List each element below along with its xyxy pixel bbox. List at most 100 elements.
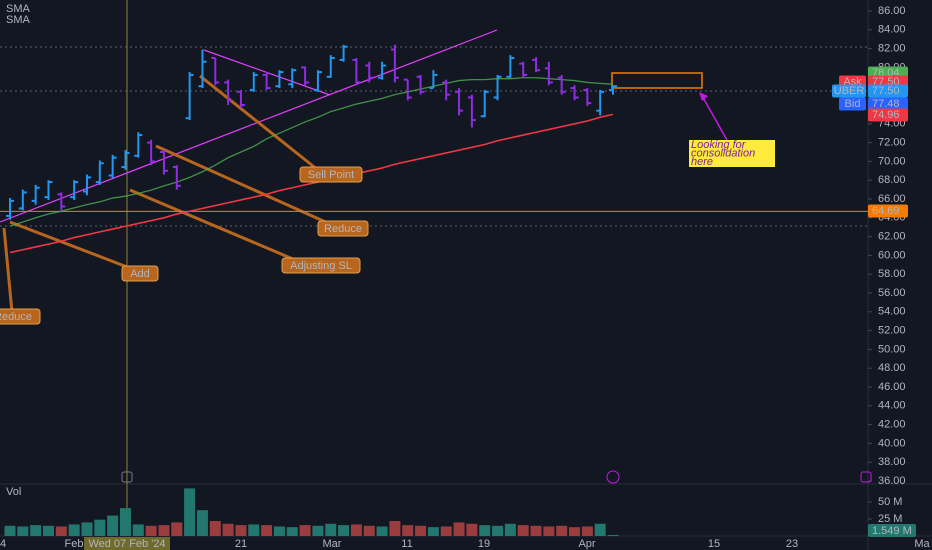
callout-line: [2, 227, 14, 313]
crosshair-label: Wed 07 Feb '24: [88, 538, 165, 550]
x-tick-label: 4: [0, 538, 6, 550]
y-tick-label: 60.00: [878, 249, 906, 261]
volume-bar: [42, 525, 54, 536]
y-tick-label: 68.00: [878, 174, 906, 186]
note-line: consolidation: [691, 147, 755, 159]
y-tick-label: 36.00: [878, 475, 906, 487]
price-tag: [868, 97, 908, 111]
note-line: Looking for: [691, 139, 747, 151]
volume-bar: [517, 525, 529, 536]
price-tag-name-bg: [839, 97, 866, 111]
volume-bar: [556, 525, 568, 536]
volume-bar: [338, 525, 350, 536]
price-tag: [868, 84, 908, 98]
volume-bar: [427, 527, 439, 536]
y-tick-label: 66.00: [878, 193, 906, 205]
volume-bar: [479, 525, 491, 536]
volume-bar: [196, 510, 208, 536]
note-box: [689, 140, 775, 167]
annotation-box: [121, 265, 159, 282]
volume-bar: [415, 525, 427, 536]
note-text: Looking for consolidation here: [691, 139, 755, 168]
y-tick-label: 86.00: [878, 5, 906, 17]
volume-bar: [363, 525, 375, 536]
x-tick-label: 23: [786, 538, 798, 550]
volume-bar: [325, 523, 337, 536]
volume-bar: [158, 525, 170, 536]
volume-title: Vol: [6, 486, 21, 498]
volume-bar: [235, 525, 247, 536]
y-tick-label: 48.00: [878, 362, 906, 374]
volume-bar: [171, 522, 183, 536]
sma-line: [9, 77, 614, 227]
volume-bar: [402, 525, 414, 536]
volume-bar: [209, 521, 221, 536]
volume-bar: [286, 527, 298, 536]
volume-bar: [389, 521, 401, 536]
price-tag-name: UBER: [834, 85, 865, 97]
y-tick-label: 38.00: [878, 456, 906, 468]
volume-tag-label: 1.549 M: [872, 525, 912, 537]
volume-bar: [107, 515, 119, 536]
volume-bar: [569, 527, 581, 536]
annotation-box: [299, 166, 363, 183]
price-tag-label: 77.50: [872, 85, 900, 97]
volume-bar: [299, 525, 311, 536]
volume-bar: [440, 526, 452, 536]
volume-bar: [248, 524, 260, 536]
y-tick-label: 52.00: [878, 325, 906, 337]
y-tick-label: 44.00: [878, 400, 906, 412]
legend-item: SMA: [6, 14, 31, 26]
event-marker: [121, 471, 133, 483]
price-tag-name-bg: [832, 84, 866, 98]
volume-bar: [466, 523, 478, 536]
y-tick-label: 70.00: [878, 155, 906, 167]
volume-bar: [543, 526, 555, 536]
price-tag-label: 74.96: [872, 109, 900, 121]
y-tick-label: 54.00: [878, 306, 906, 318]
note-arrow: [700, 93, 728, 141]
note-line: here: [691, 156, 713, 168]
volume-bar: [273, 526, 285, 536]
volume-bar: [504, 523, 516, 536]
callout-line: [129, 188, 301, 264]
price-tag-name: Bid: [845, 98, 861, 110]
y-tick-label: 72.00: [878, 137, 906, 149]
x-tick-label: Apr: [578, 538, 595, 550]
sma-line: [9, 113, 614, 254]
price-tag: [868, 204, 908, 218]
volume-bar: [132, 524, 144, 536]
x-tick-label: Feb: [65, 538, 84, 550]
volume-bar: [492, 525, 504, 536]
annotation-box: [281, 257, 361, 274]
volume-tag: [868, 524, 916, 537]
callout-line: [9, 220, 136, 272]
trend-line: [0, 29, 498, 223]
x-tick-label: Ma: [914, 538, 930, 550]
annotation-label: Add: [130, 268, 150, 280]
annotation-label: Adjusting SL: [290, 260, 352, 272]
volume-bar: [376, 526, 388, 536]
legend-item: SMA: [6, 3, 31, 15]
volume-bar: [119, 508, 131, 536]
volume-bar: [81, 522, 93, 536]
annotation-box: [0, 308, 41, 325]
volume-bar: [145, 525, 157, 536]
x-tick-label: 11: [401, 538, 412, 550]
y-tick-label: 46.00: [878, 381, 906, 393]
y-tick-label: 50.00: [878, 343, 906, 355]
volume-bar: [530, 525, 542, 536]
x-tick-label: Mar: [323, 538, 342, 550]
event-marker: [606, 470, 620, 484]
y-tick-label: 25 M: [878, 513, 902, 525]
volume-bar: [222, 523, 234, 536]
y-tick-label: 84.00: [878, 24, 906, 36]
crosshair-label-bg: [84, 537, 170, 550]
price-tag-label: 64.69: [872, 205, 900, 217]
y-tick-label: 82.00: [878, 43, 906, 55]
volume-bar: [17, 526, 29, 536]
annotation-label: Reduce: [324, 223, 362, 235]
volume-bar: [4, 525, 16, 536]
volume-bar: [261, 525, 273, 536]
volume-bar: [94, 519, 106, 536]
